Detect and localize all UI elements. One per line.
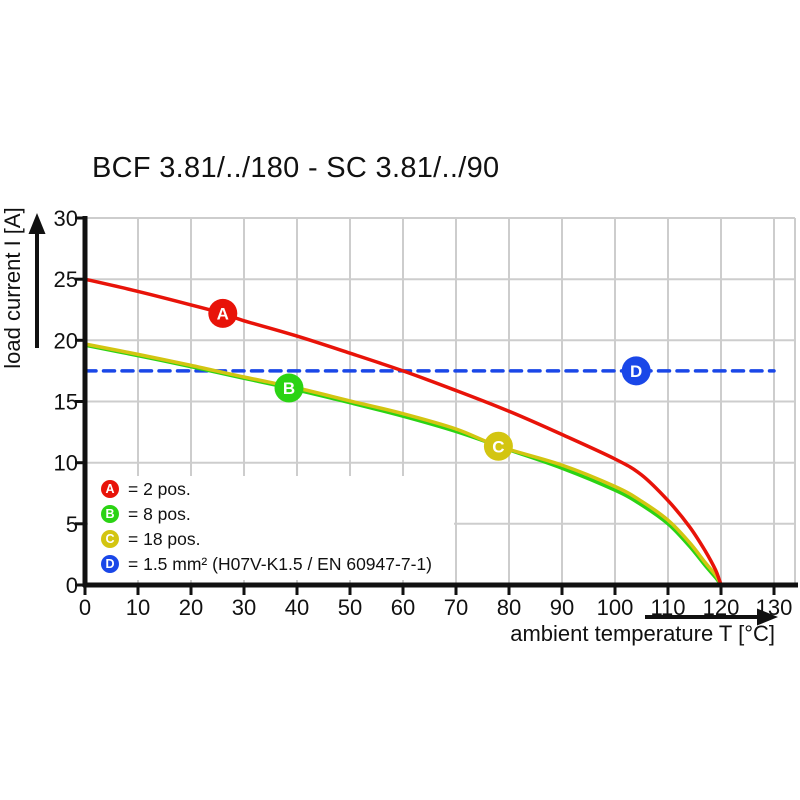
marker-B: [274, 373, 304, 403]
marker-D: [621, 356, 651, 386]
legend-badge-D: D: [101, 555, 119, 574]
x-tick-label: 80: [497, 595, 521, 620]
x-tick-label: 90: [550, 595, 574, 620]
marker-label-A: A: [217, 305, 229, 324]
y-tick-label: 20: [54, 328, 78, 353]
y-axis-title: load current I [A]: [0, 207, 25, 368]
x-axis-title: ambient temperature T [°C]: [510, 621, 775, 646]
page-title: BCF 3.81/../180 - SC 3.81/../90: [92, 152, 500, 184]
x-tick-label: 60: [391, 595, 415, 620]
legend: A = 2 pos. B = 8 pos. C = 18 pos. D = 1.5 mm² (…: [88, 476, 454, 580]
y-tick-label: 5: [66, 512, 78, 537]
x-tick-label: 0: [79, 595, 91, 620]
legend-item-label: = 2 pos.: [128, 478, 191, 499]
x-tick-label: 20: [179, 595, 203, 620]
x-tick-label: 30: [232, 595, 256, 620]
x-tick-label: 100: [597, 595, 634, 620]
x-tick-label: 10: [126, 595, 150, 620]
y-tick-label: 25: [54, 267, 78, 292]
x-tick-label: 40: [285, 595, 309, 620]
legend-badge-C: C: [101, 530, 119, 549]
legend-item-D: D = 1.5 mm² (H07V-K1.5 / EN 60947-7-1): [101, 553, 454, 574]
marker-C: [483, 431, 513, 461]
legend-badge-A: A: [101, 480, 119, 499]
x-axis-arrowhead-icon: [757, 608, 778, 626]
legend-item-label: = 18 pos.: [128, 528, 201, 549]
legend-item-label: = 8 pos.: [128, 503, 191, 524]
marker-label-B: B: [283, 379, 295, 398]
legend-badge-B: B: [101, 505, 119, 524]
marker-label-D: D: [630, 362, 642, 381]
x-tick-label: 70: [444, 595, 468, 620]
marker-A: [208, 298, 238, 328]
y-tick-label: 10: [54, 451, 78, 476]
legend-item-C: C = 18 pos.: [101, 528, 454, 549]
y-tick-label: 30: [54, 206, 78, 231]
y-axis-arrowhead-icon: [28, 213, 46, 234]
x-tick-label: 50: [338, 595, 362, 620]
legend-item-B: B = 8 pos.: [101, 503, 454, 524]
y-tick-label: 15: [54, 390, 78, 415]
y-tick-label: 0: [66, 573, 78, 598]
legend-item-label: = 1.5 mm² (H07V-K1.5 / EN 60947-7-1): [128, 553, 432, 574]
marker-label-C: C: [492, 437, 504, 456]
legend-item-A: A = 2 pos.: [101, 478, 454, 499]
